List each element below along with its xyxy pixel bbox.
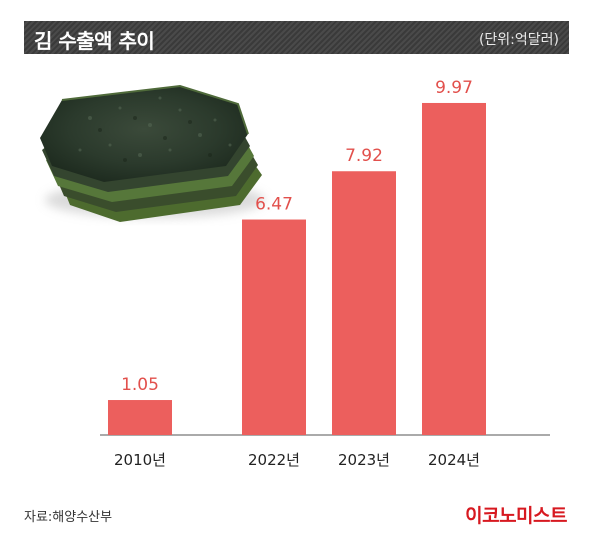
- bar-chart: 1.05 6.47 7.92 9.97 2010년 2022년 2023년 2024년: [40, 78, 550, 469]
- value-label-1: 6.47: [255, 195, 293, 215]
- bar-0: [108, 400, 172, 435]
- bars-group: [108, 102, 486, 436]
- unit-label: (단위:억달러): [478, 32, 559, 48]
- category-label-1: 2022년: [248, 451, 300, 469]
- publisher-logo: 이코노미스트: [465, 505, 567, 527]
- bar-3: [422, 102, 486, 435]
- value-labels-group: 1.05 6.47 7.92 9.97: [121, 78, 473, 395]
- tick-labels-group: 2010년 2022년 2023년 2024년: [114, 451, 480, 469]
- source-note: 자료:해양수산부: [24, 510, 113, 525]
- title-banner: 김 수출액 추이 (단위:억달러): [24, 21, 569, 54]
- value-label-2: 7.92: [345, 146, 383, 166]
- value-label-3: 9.97: [435, 78, 473, 98]
- category-label-0: 2010년: [114, 451, 166, 469]
- value-label-0: 1.05: [121, 375, 159, 395]
- category-label-3: 2024년: [428, 451, 480, 469]
- seaweed-illustration: [40, 84, 265, 222]
- bar-1: [242, 219, 306, 435]
- chart-title: 김 수출액 추이: [34, 29, 155, 53]
- bar-2: [332, 171, 396, 436]
- category-label-2: 2023년: [338, 451, 390, 469]
